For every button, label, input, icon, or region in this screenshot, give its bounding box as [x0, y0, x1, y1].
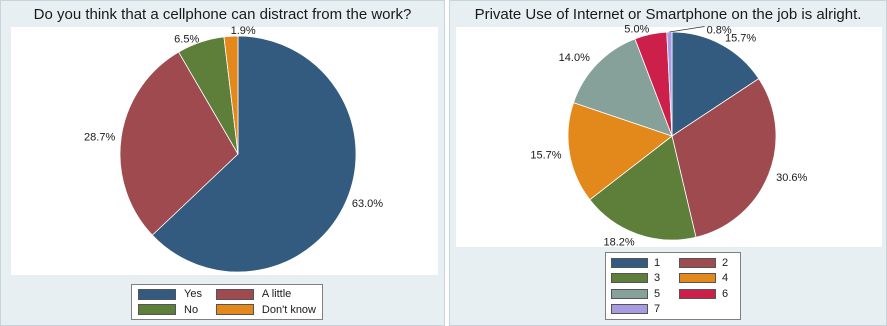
pie-slice-label: 28.7%: [84, 131, 115, 143]
pie-slice-2: [671, 78, 777, 238]
legend-item-no: No: [138, 304, 204, 317]
pie-slice-label: 6.5%: [174, 33, 199, 45]
legend-item-3: 3: [611, 272, 667, 286]
pie-slice-yes: [151, 35, 357, 273]
pie-slice-label: 30.6%: [776, 172, 807, 184]
legend-item-a-little: A little: [215, 288, 316, 301]
pie-slice-label: 15.7%: [530, 150, 561, 162]
legend-item-4: 4: [679, 272, 735, 286]
legend-item-yes: Yes: [138, 288, 204, 301]
pie-slice-label: 5.0%: [624, 23, 649, 35]
plot-area: 15.7% 30.6% 18.2% 15.7% 14.0% 5.0% 0.8%: [456, 23, 882, 249]
legend-swatch: [138, 288, 176, 300]
plot-area: 63.0% 28.7% 6.5% 1.9%: [11, 25, 438, 275]
chart-panel-private-use: Private Use of Internet or Smartphone on…: [449, 0, 887, 326]
pie-slice-3: [589, 135, 697, 241]
pie-slice-label: 14.0%: [559, 52, 590, 64]
legend-swatch: [611, 257, 648, 268]
pie-slice-don-t-know: [223, 35, 239, 155]
legend-swatch: [215, 288, 254, 300]
legend-item-6: 6: [679, 287, 735, 301]
legend-item-2: 2: [679, 256, 735, 270]
legend-label: Yes: [184, 288, 202, 301]
chart-legend: 1 2 3 4 5 6 7: [605, 252, 741, 320]
legend-item-7: 7: [611, 303, 667, 317]
legend-swatch: [611, 288, 648, 299]
pie-slice-label: 15.7%: [725, 32, 756, 44]
legend-swatch: [679, 288, 716, 299]
chart-legend: Yes A little No Don't know: [131, 284, 323, 320]
legend-label: No: [184, 303, 199, 316]
legend-swatch: [611, 273, 648, 284]
pie-slice-4: [567, 102, 673, 201]
pie-slice-1: [671, 31, 760, 137]
pie-slice-a-little: [119, 51, 239, 236]
pie-slice-label: 18.2%: [604, 237, 635, 249]
legend-item-1: 1: [611, 256, 667, 270]
pie-slice-label: 1.9%: [231, 25, 256, 37]
legend-label: 1: [654, 256, 661, 269]
legend-swatch: [679, 273, 716, 284]
legend-label: 2: [722, 256, 729, 269]
pie-slice-label: 0.8%: [707, 24, 732, 36]
legend-label: Don't know: [261, 303, 316, 316]
legend-label: 4: [722, 272, 729, 285]
legend-item-dont-know: Don't know: [215, 303, 316, 317]
legend-label: 3: [654, 272, 661, 285]
chart-panel-cellphone-distraction: Do you think that a cellphone can distra…: [0, 0, 445, 326]
legend-label: A little: [261, 288, 292, 301]
chart-title: Do you think that a cellphone can distra…: [33, 6, 412, 23]
legend-swatch: [215, 304, 254, 316]
pie-slice-5: [572, 38, 673, 137]
chart-title: Private Use of Internet or Smartphone on…: [474, 6, 862, 23]
pie-chart-cellphone-distraction: 63.0% 28.7% 6.5% 1.9%: [84, 25, 383, 273]
legend-swatch: [138, 304, 176, 316]
legend-label: 6: [722, 287, 729, 300]
legend-swatch: [611, 304, 648, 315]
legend-label: 7: [654, 303, 661, 316]
pie-chart-private-use: 15.7% 30.6% 18.2% 15.7% 14.0% 5.0% 0.8%: [530, 23, 807, 249]
legend-item-5: 5: [611, 287, 667, 301]
legend-label: 5: [654, 287, 661, 300]
pie-slice-label: 63.0%: [352, 198, 383, 210]
label-leader-line: [669, 26, 705, 33]
legend-swatch: [679, 257, 716, 268]
